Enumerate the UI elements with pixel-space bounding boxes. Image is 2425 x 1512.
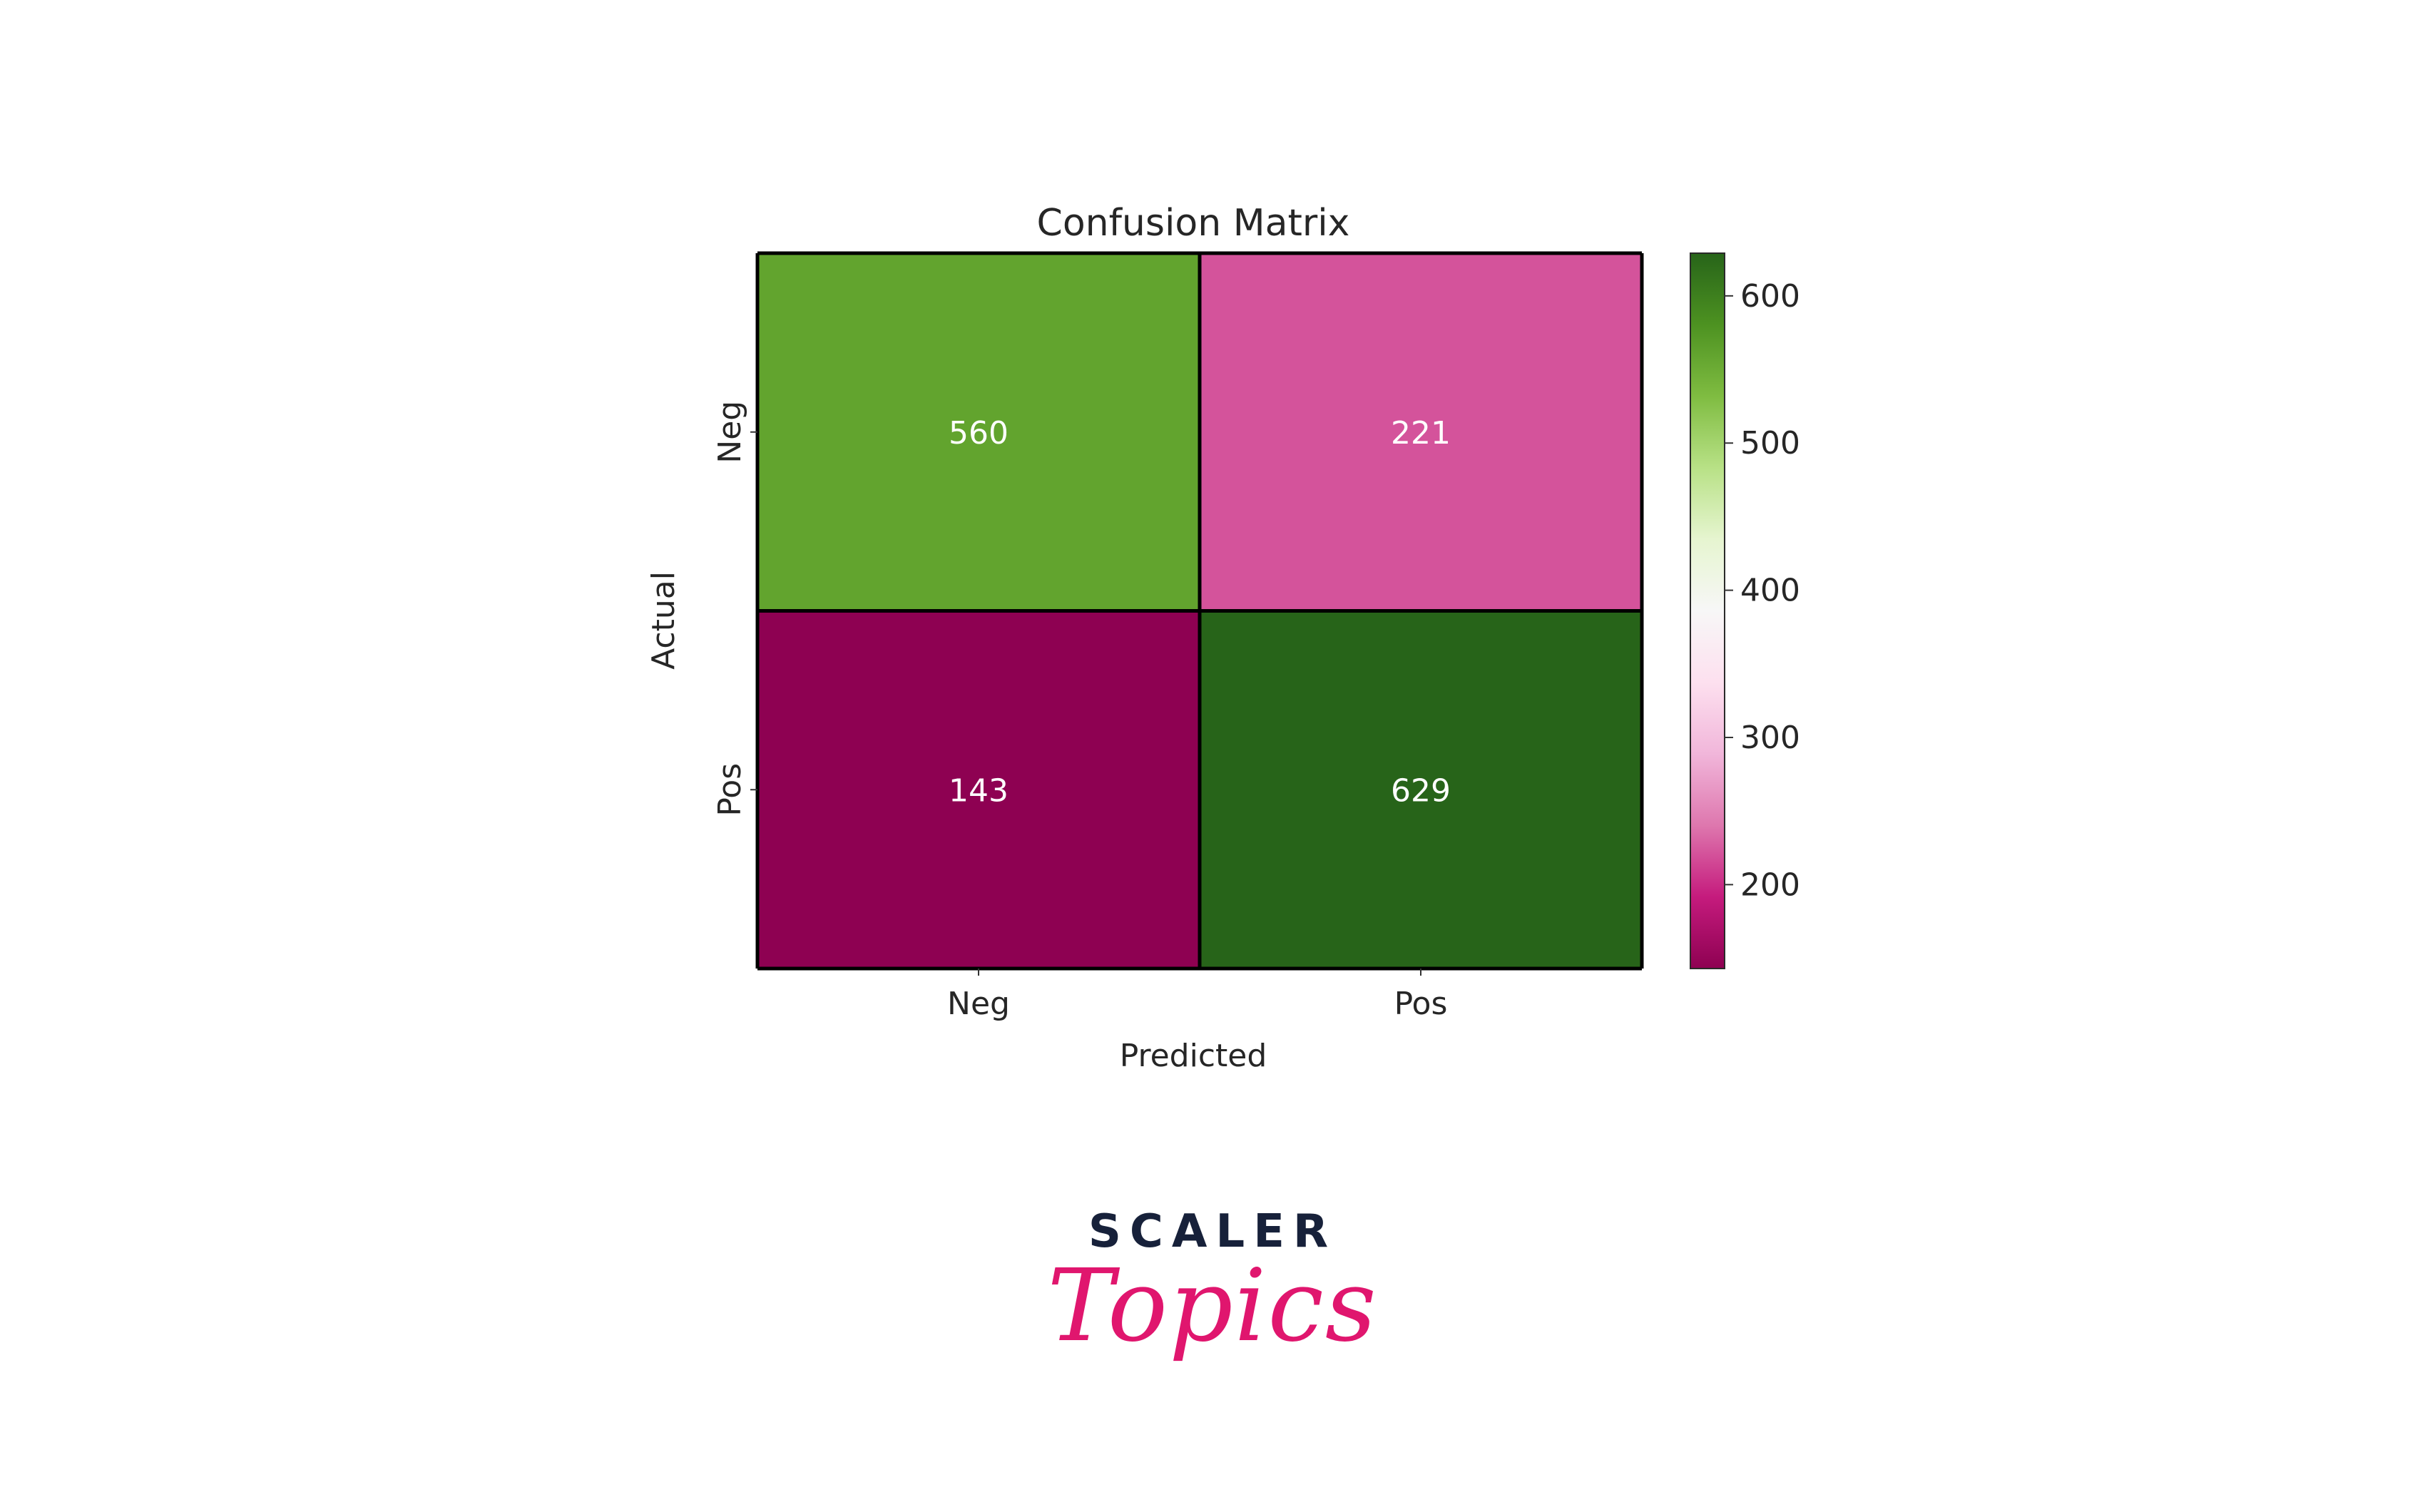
colorbar (1690, 252, 1725, 969)
colorbar-ticks: 200 300 400 500 600 (1725, 278, 1800, 903)
logo-scaler: SCALER (1088, 1205, 1337, 1258)
cell-value-label: 629 (1391, 772, 1451, 809)
cell-value-label: 221 (1391, 415, 1451, 451)
y-tick-labels: Neg Pos (712, 401, 757, 817)
y-axis-label: Actual (645, 571, 682, 670)
colorbar-tick-label: 200 (1740, 867, 1800, 903)
y-tick-label: Pos (712, 763, 748, 817)
x-tick-labels: Neg Pos (947, 969, 1447, 1022)
heatmap-cell-neg-pos (1200, 253, 1642, 611)
colorbar-tick-label: 300 (1740, 720, 1800, 756)
heatmap-cell-pos-neg (757, 611, 1200, 969)
heatmap-cell-pos-pos (1200, 611, 1642, 969)
y-tick-label: Neg (712, 401, 748, 464)
logo-topics: Topics (1047, 1248, 1378, 1364)
heatmap-cell-neg-neg (757, 253, 1200, 611)
colorbar-tick-label: 500 (1740, 425, 1800, 461)
chart-title: Confusion Matrix (1037, 202, 1350, 245)
heatmap-cells (757, 253, 1642, 969)
x-tick-label: Pos (1394, 986, 1448, 1022)
x-tick-label: Neg (947, 986, 1010, 1022)
colorbar-tick-label: 600 (1740, 278, 1800, 315)
cell-gridlines (755, 251, 1644, 971)
cell-value-label: 560 (949, 415, 1009, 451)
cell-value-label: 143 (949, 772, 1009, 809)
colorbar-tick-label: 400 (1740, 573, 1800, 609)
cell-value-labels: 560 221 143 629 (949, 415, 1451, 809)
x-axis-label: Predicted (1120, 1038, 1267, 1074)
